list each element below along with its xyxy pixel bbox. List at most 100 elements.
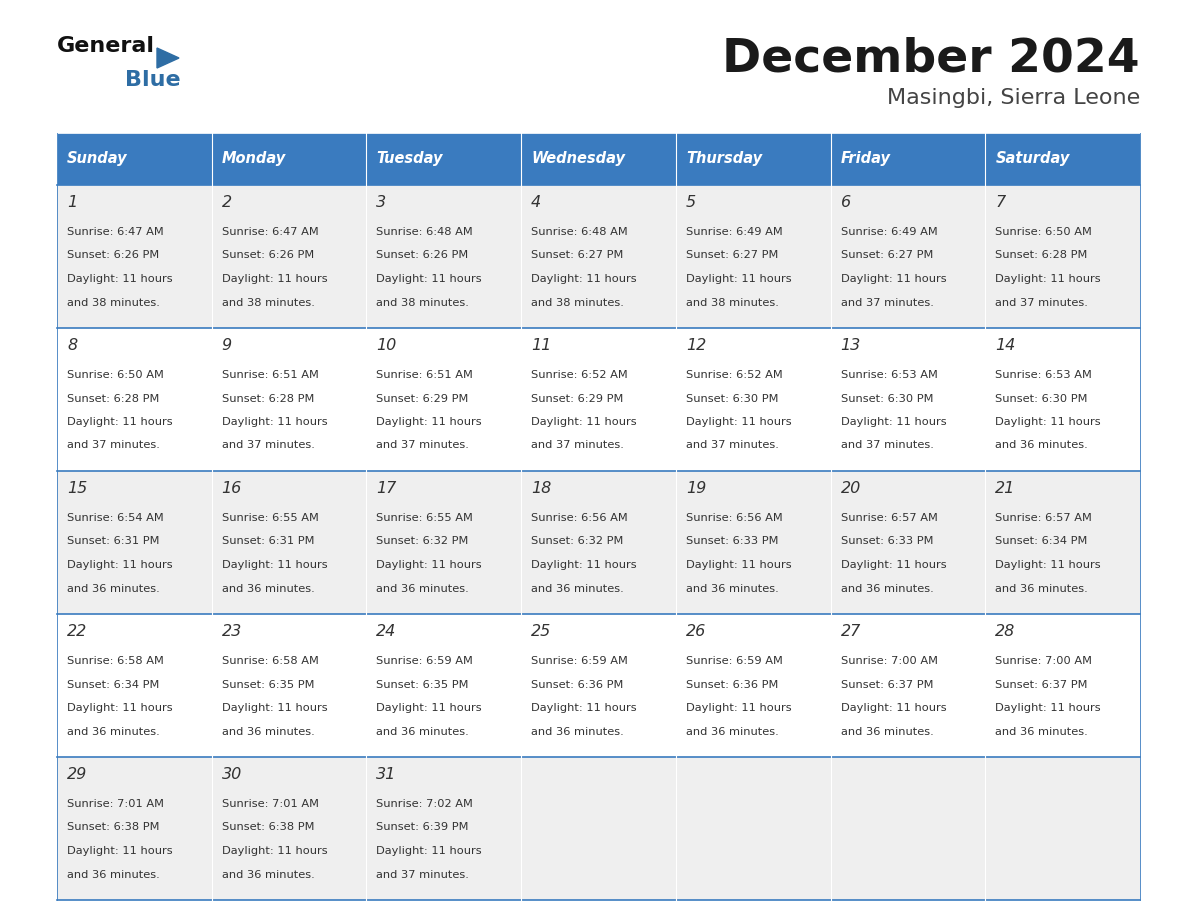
Text: Daylight: 11 hours: Daylight: 11 hours bbox=[377, 417, 482, 427]
Text: Sunrise: 6:55 AM: Sunrise: 6:55 AM bbox=[377, 513, 473, 523]
Text: Sunrise: 6:51 AM: Sunrise: 6:51 AM bbox=[222, 370, 318, 380]
Text: Daylight: 11 hours: Daylight: 11 hours bbox=[377, 703, 482, 713]
Text: Sunset: 6:36 PM: Sunset: 6:36 PM bbox=[531, 679, 624, 689]
Text: Daylight: 11 hours: Daylight: 11 hours bbox=[67, 274, 172, 284]
Text: and 36 minutes.: and 36 minutes. bbox=[67, 726, 159, 736]
Text: 2: 2 bbox=[222, 195, 232, 210]
Text: 24: 24 bbox=[377, 624, 397, 639]
Text: Wednesday: Wednesday bbox=[531, 151, 625, 166]
Text: 17: 17 bbox=[377, 481, 397, 496]
Text: 3: 3 bbox=[377, 195, 386, 210]
Text: Saturday: Saturday bbox=[996, 151, 1069, 166]
Text: and 37 minutes.: and 37 minutes. bbox=[377, 869, 469, 879]
Text: Sunset: 6:34 PM: Sunset: 6:34 PM bbox=[67, 679, 159, 689]
Text: Sunset: 6:38 PM: Sunset: 6:38 PM bbox=[222, 823, 314, 833]
Text: Sunset: 6:37 PM: Sunset: 6:37 PM bbox=[841, 679, 933, 689]
Text: Daylight: 11 hours: Daylight: 11 hours bbox=[685, 703, 791, 713]
Text: and 36 minutes.: and 36 minutes. bbox=[996, 726, 1088, 736]
Bar bbox=[676, 133, 830, 185]
Text: and 36 minutes.: and 36 minutes. bbox=[222, 726, 315, 736]
Text: Sunset: 6:30 PM: Sunset: 6:30 PM bbox=[685, 394, 778, 404]
Text: Sunrise: 6:49 AM: Sunrise: 6:49 AM bbox=[685, 227, 783, 237]
Text: December 2024: December 2024 bbox=[722, 36, 1140, 81]
Text: 29: 29 bbox=[67, 767, 87, 782]
Text: 30: 30 bbox=[222, 767, 242, 782]
Text: and 36 minutes.: and 36 minutes. bbox=[222, 869, 315, 879]
Text: Sunset: 6:29 PM: Sunset: 6:29 PM bbox=[377, 394, 469, 404]
Text: and 38 minutes.: and 38 minutes. bbox=[685, 297, 778, 308]
Text: Sunset: 6:36 PM: Sunset: 6:36 PM bbox=[685, 679, 778, 689]
Text: Sunset: 6:33 PM: Sunset: 6:33 PM bbox=[685, 536, 778, 546]
Text: and 36 minutes.: and 36 minutes. bbox=[377, 726, 469, 736]
Text: 12: 12 bbox=[685, 338, 706, 353]
Text: Sunset: 6:31 PM: Sunset: 6:31 PM bbox=[222, 536, 314, 546]
Text: Daylight: 11 hours: Daylight: 11 hours bbox=[67, 417, 172, 427]
Text: Sunset: 6:35 PM: Sunset: 6:35 PM bbox=[377, 679, 469, 689]
Text: 15: 15 bbox=[67, 481, 87, 496]
Text: Daylight: 11 hours: Daylight: 11 hours bbox=[841, 274, 946, 284]
Text: Sunrise: 6:59 AM: Sunrise: 6:59 AM bbox=[531, 656, 628, 666]
Polygon shape bbox=[157, 48, 179, 68]
Text: and 37 minutes.: and 37 minutes. bbox=[377, 441, 469, 451]
Bar bbox=[985, 133, 1140, 185]
Bar bbox=[57, 328, 1140, 471]
Text: and 37 minutes.: and 37 minutes. bbox=[685, 441, 778, 451]
Text: and 37 minutes.: and 37 minutes. bbox=[67, 441, 160, 451]
Text: 13: 13 bbox=[841, 338, 861, 353]
Bar bbox=[57, 133, 211, 185]
Text: Sunrise: 6:48 AM: Sunrise: 6:48 AM bbox=[377, 227, 473, 237]
Text: Sunrise: 6:54 AM: Sunrise: 6:54 AM bbox=[67, 513, 164, 523]
Text: Sunrise: 6:48 AM: Sunrise: 6:48 AM bbox=[531, 227, 628, 237]
Bar bbox=[366, 133, 522, 185]
Text: Sunset: 6:29 PM: Sunset: 6:29 PM bbox=[531, 394, 624, 404]
Text: and 36 minutes.: and 36 minutes. bbox=[67, 869, 159, 879]
Text: 5: 5 bbox=[685, 195, 696, 210]
Text: 14: 14 bbox=[996, 338, 1016, 353]
Bar bbox=[57, 614, 1140, 757]
Text: Sunrise: 6:50 AM: Sunrise: 6:50 AM bbox=[67, 370, 164, 380]
Text: Sunrise: 6:58 AM: Sunrise: 6:58 AM bbox=[67, 656, 164, 666]
Text: 26: 26 bbox=[685, 624, 706, 639]
Text: 27: 27 bbox=[841, 624, 861, 639]
Text: 16: 16 bbox=[222, 481, 242, 496]
Text: and 36 minutes.: and 36 minutes. bbox=[222, 584, 315, 594]
Text: and 37 minutes.: and 37 minutes. bbox=[222, 441, 315, 451]
Text: Daylight: 11 hours: Daylight: 11 hours bbox=[996, 703, 1101, 713]
Text: 22: 22 bbox=[67, 624, 87, 639]
Text: Sunrise: 6:47 AM: Sunrise: 6:47 AM bbox=[222, 227, 318, 237]
Text: Sunset: 6:31 PM: Sunset: 6:31 PM bbox=[67, 536, 159, 546]
Text: Sunset: 6:27 PM: Sunset: 6:27 PM bbox=[841, 251, 933, 261]
Text: Daylight: 11 hours: Daylight: 11 hours bbox=[531, 274, 637, 284]
Text: and 37 minutes.: and 37 minutes. bbox=[841, 441, 934, 451]
Text: Sunrise: 6:59 AM: Sunrise: 6:59 AM bbox=[377, 656, 473, 666]
Text: and 36 minutes.: and 36 minutes. bbox=[685, 584, 778, 594]
Text: 31: 31 bbox=[377, 767, 397, 782]
Text: Friday: Friday bbox=[841, 151, 891, 166]
Text: Daylight: 11 hours: Daylight: 11 hours bbox=[222, 560, 328, 570]
Text: Sunrise: 6:49 AM: Sunrise: 6:49 AM bbox=[841, 227, 937, 237]
Text: Daylight: 11 hours: Daylight: 11 hours bbox=[531, 560, 637, 570]
Text: 19: 19 bbox=[685, 481, 706, 496]
Text: Sunrise: 6:53 AM: Sunrise: 6:53 AM bbox=[841, 370, 937, 380]
Text: Sunset: 6:32 PM: Sunset: 6:32 PM bbox=[531, 536, 624, 546]
Text: and 37 minutes.: and 37 minutes. bbox=[996, 297, 1088, 308]
Text: and 37 minutes.: and 37 minutes. bbox=[531, 441, 624, 451]
Text: Sunrise: 6:57 AM: Sunrise: 6:57 AM bbox=[996, 513, 1092, 523]
Text: Sunset: 6:33 PM: Sunset: 6:33 PM bbox=[841, 536, 933, 546]
Text: Tuesday: Tuesday bbox=[377, 151, 443, 166]
Text: Sunrise: 6:59 AM: Sunrise: 6:59 AM bbox=[685, 656, 783, 666]
Bar bbox=[57, 185, 1140, 328]
Text: Sunset: 6:35 PM: Sunset: 6:35 PM bbox=[222, 679, 314, 689]
Text: Daylight: 11 hours: Daylight: 11 hours bbox=[841, 560, 946, 570]
Text: 23: 23 bbox=[222, 624, 242, 639]
Text: Daylight: 11 hours: Daylight: 11 hours bbox=[996, 417, 1101, 427]
Text: Daylight: 11 hours: Daylight: 11 hours bbox=[685, 560, 791, 570]
Text: and 36 minutes.: and 36 minutes. bbox=[377, 584, 469, 594]
Text: 21: 21 bbox=[996, 481, 1016, 496]
Text: Sunrise: 7:00 AM: Sunrise: 7:00 AM bbox=[996, 656, 1092, 666]
Text: and 36 minutes.: and 36 minutes. bbox=[685, 726, 778, 736]
Text: Sunrise: 6:50 AM: Sunrise: 6:50 AM bbox=[996, 227, 1092, 237]
Text: and 37 minutes.: and 37 minutes. bbox=[841, 297, 934, 308]
Text: and 36 minutes.: and 36 minutes. bbox=[531, 584, 624, 594]
Text: Sunset: 6:38 PM: Sunset: 6:38 PM bbox=[67, 823, 159, 833]
